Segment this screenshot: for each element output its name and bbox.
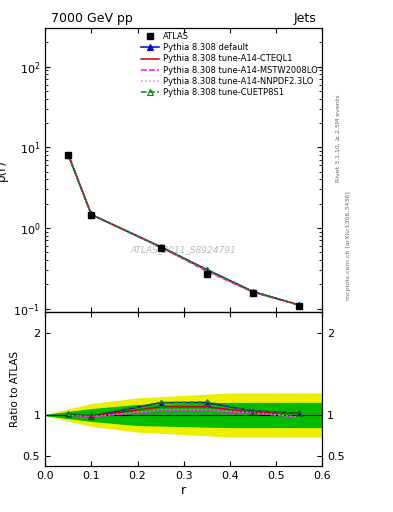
- ATLAS: [297, 303, 301, 309]
- Text: mcplots.cern.ch [arXiv:1306.3436]: mcplots.cern.ch [arXiv:1306.3436]: [346, 191, 351, 300]
- Line: Pythia 8.308 tune-CUETP8S1: Pythia 8.308 tune-CUETP8S1: [66, 152, 302, 308]
- Line: Pythia 8.308 default: Pythia 8.308 default: [66, 152, 302, 308]
- Pythia 8.308 tune-CUETP8S1: [66, 152, 71, 158]
- Pythia 8.308 tune-A14-NNPDF2.3LO: [89, 211, 94, 218]
- Pythia 8.308 tune-A14-NNPDF2.3LO: [66, 152, 71, 158]
- Line: ATLAS: ATLAS: [65, 152, 302, 309]
- Pythia 8.308 tune-CUETP8S1: [204, 266, 209, 272]
- Pythia 8.308 tune-CUETP8S1: [158, 244, 163, 250]
- Text: ATLAS_2011_S8924791: ATLAS_2011_S8924791: [131, 245, 237, 254]
- Line: Pythia 8.308 tune-A14-CTEQL1: Pythia 8.308 tune-A14-CTEQL1: [68, 155, 299, 305]
- Text: Rivet 3.1.10, ≥ 2.5M events: Rivet 3.1.10, ≥ 2.5M events: [336, 95, 341, 182]
- Pythia 8.308 tune-A14-NNPDF2.3LO: [204, 268, 209, 274]
- Pythia 8.308 default: [251, 288, 255, 294]
- Pythia 8.308 default: [66, 152, 71, 158]
- Pythia 8.308 tune-A14-MSTW2008LO: [158, 244, 163, 250]
- Pythia 8.308 tune-A14-MSTW2008LO: [204, 268, 209, 274]
- Pythia 8.308 tune-CUETP8S1: [251, 288, 255, 294]
- ATLAS: [158, 245, 163, 251]
- Pythia 8.308 tune-A14-MSTW2008LO: [297, 302, 301, 308]
- Pythia 8.308 default: [297, 302, 301, 308]
- Y-axis label: ρ(r): ρ(r): [0, 159, 8, 181]
- ATLAS: [66, 152, 71, 158]
- Pythia 8.308 tune-A14-MSTW2008LO: [89, 211, 94, 218]
- Text: 7000 GeV pp: 7000 GeV pp: [51, 12, 132, 25]
- Line: Pythia 8.308 tune-A14-NNPDF2.3LO: Pythia 8.308 tune-A14-NNPDF2.3LO: [68, 155, 299, 305]
- Pythia 8.308 default: [158, 244, 163, 250]
- Pythia 8.308 tune-A14-NNPDF2.3LO: [297, 302, 301, 308]
- ATLAS: [89, 212, 94, 218]
- Pythia 8.308 tune-A14-CTEQL1: [297, 302, 301, 308]
- Pythia 8.308 tune-A14-CTEQL1: [89, 211, 94, 218]
- Text: Jets: Jets: [294, 12, 317, 25]
- Pythia 8.308 tune-A14-NNPDF2.3LO: [158, 244, 163, 250]
- Pythia 8.308 tune-CUETP8S1: [89, 211, 94, 218]
- Line: Pythia 8.308 tune-A14-MSTW2008LO: Pythia 8.308 tune-A14-MSTW2008LO: [68, 155, 299, 305]
- Pythia 8.308 tune-A14-MSTW2008LO: [66, 152, 71, 158]
- Pythia 8.308 tune-A14-CTEQL1: [204, 267, 209, 273]
- Pythia 8.308 tune-CUETP8S1: [297, 302, 301, 308]
- Pythia 8.308 tune-A14-NNPDF2.3LO: [251, 289, 255, 295]
- Pythia 8.308 default: [204, 266, 209, 272]
- ATLAS: [204, 271, 209, 277]
- ATLAS: [251, 290, 255, 296]
- X-axis label: r: r: [181, 483, 186, 497]
- Pythia 8.308 default: [89, 211, 94, 218]
- Pythia 8.308 tune-A14-CTEQL1: [158, 244, 163, 250]
- Pythia 8.308 tune-A14-MSTW2008LO: [251, 289, 255, 295]
- Pythia 8.308 tune-A14-CTEQL1: [66, 152, 71, 158]
- Y-axis label: Ratio to ATLAS: Ratio to ATLAS: [10, 351, 20, 427]
- Legend: ATLAS, Pythia 8.308 default, Pythia 8.308 tune-A14-CTEQL1, Pythia 8.308 tune-A14: ATLAS, Pythia 8.308 default, Pythia 8.30…: [139, 31, 320, 98]
- Pythia 8.308 tune-A14-CTEQL1: [251, 289, 255, 295]
